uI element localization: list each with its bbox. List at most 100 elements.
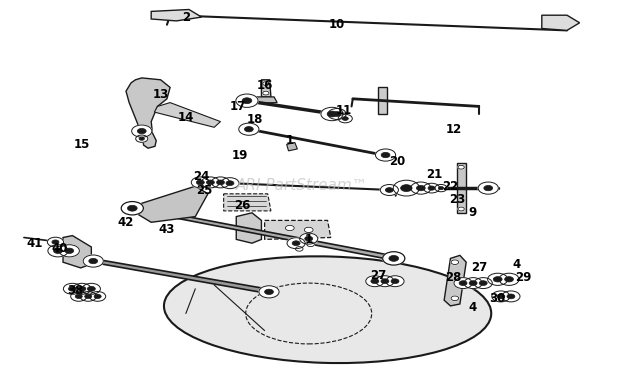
Polygon shape — [265, 220, 331, 239]
Text: 24: 24 — [193, 170, 210, 183]
Circle shape — [88, 287, 95, 291]
Circle shape — [381, 279, 389, 283]
Circle shape — [80, 291, 96, 301]
Text: 43: 43 — [159, 223, 175, 236]
Text: 27: 27 — [471, 261, 487, 274]
Text: 28: 28 — [445, 271, 462, 284]
Circle shape — [54, 248, 62, 253]
Circle shape — [502, 291, 520, 302]
Circle shape — [69, 287, 76, 291]
Text: 41: 41 — [26, 237, 43, 250]
Circle shape — [492, 291, 510, 302]
Circle shape — [48, 245, 68, 257]
Polygon shape — [542, 15, 580, 30]
Circle shape — [438, 187, 444, 190]
Circle shape — [333, 112, 341, 116]
Circle shape — [127, 205, 137, 211]
Circle shape — [137, 128, 146, 134]
Circle shape — [226, 181, 234, 185]
Circle shape — [59, 245, 79, 257]
Circle shape — [78, 287, 86, 291]
Polygon shape — [154, 103, 220, 127]
Circle shape — [304, 227, 313, 233]
Circle shape — [292, 241, 300, 245]
Text: 15: 15 — [74, 138, 90, 151]
Circle shape — [499, 273, 519, 285]
Circle shape — [47, 237, 64, 247]
Circle shape — [464, 278, 482, 288]
Circle shape — [197, 180, 204, 185]
Circle shape — [236, 94, 258, 108]
Circle shape — [94, 294, 101, 299]
Text: 4: 4 — [468, 301, 477, 314]
Text: 19: 19 — [231, 149, 248, 162]
Circle shape — [428, 186, 435, 190]
Circle shape — [479, 281, 487, 285]
Circle shape — [416, 185, 425, 191]
Circle shape — [458, 207, 464, 211]
Circle shape — [217, 180, 224, 185]
Text: 27: 27 — [370, 269, 386, 282]
Circle shape — [342, 117, 348, 120]
Circle shape — [382, 252, 405, 265]
Circle shape — [423, 183, 440, 193]
Circle shape — [285, 225, 294, 231]
Ellipse shape — [164, 256, 491, 363]
Circle shape — [389, 255, 399, 261]
Text: 30: 30 — [490, 292, 506, 305]
Circle shape — [451, 260, 459, 264]
Polygon shape — [63, 236, 91, 268]
Circle shape — [73, 283, 91, 294]
Circle shape — [401, 185, 412, 192]
Text: 11: 11 — [335, 104, 352, 117]
Text: 29: 29 — [515, 271, 531, 284]
Circle shape — [300, 233, 318, 244]
Circle shape — [83, 255, 103, 267]
Text: 16: 16 — [256, 79, 273, 92]
Circle shape — [493, 277, 502, 282]
Circle shape — [338, 114, 352, 123]
Circle shape — [391, 279, 399, 283]
Text: 42: 42 — [118, 216, 134, 229]
Circle shape — [469, 281, 477, 285]
Circle shape — [497, 294, 505, 299]
Circle shape — [386, 188, 393, 192]
Circle shape — [454, 278, 472, 288]
Polygon shape — [151, 10, 202, 21]
Text: 1: 1 — [305, 233, 312, 246]
Circle shape — [505, 277, 513, 282]
Circle shape — [478, 182, 498, 194]
Text: 26: 26 — [234, 199, 251, 212]
Circle shape — [305, 236, 312, 241]
Circle shape — [375, 149, 396, 161]
Circle shape — [381, 185, 398, 195]
Circle shape — [202, 177, 219, 188]
Circle shape — [135, 135, 148, 142]
Circle shape — [52, 240, 59, 244]
Text: 12: 12 — [445, 123, 462, 136]
Text: 38: 38 — [67, 284, 84, 297]
Polygon shape — [287, 142, 297, 151]
Circle shape — [207, 180, 214, 185]
Circle shape — [307, 242, 314, 247]
Circle shape — [366, 276, 384, 287]
Text: 1: 1 — [286, 134, 294, 147]
Circle shape — [265, 289, 273, 294]
Circle shape — [263, 82, 269, 86]
Text: 4: 4 — [512, 258, 521, 271]
Circle shape — [65, 248, 74, 253]
Polygon shape — [126, 78, 170, 148]
Text: ARI PartStream™: ARI PartStream™ — [236, 178, 369, 193]
Circle shape — [371, 279, 379, 283]
Text: 22: 22 — [442, 180, 459, 193]
Text: 23: 23 — [449, 193, 465, 206]
Circle shape — [474, 278, 492, 288]
Text: 9: 9 — [468, 206, 477, 219]
Circle shape — [139, 137, 144, 140]
Circle shape — [71, 291, 87, 301]
Circle shape — [64, 283, 81, 294]
Circle shape — [263, 91, 269, 95]
Text: 17: 17 — [230, 100, 246, 113]
Circle shape — [328, 109, 346, 119]
Polygon shape — [236, 213, 261, 243]
